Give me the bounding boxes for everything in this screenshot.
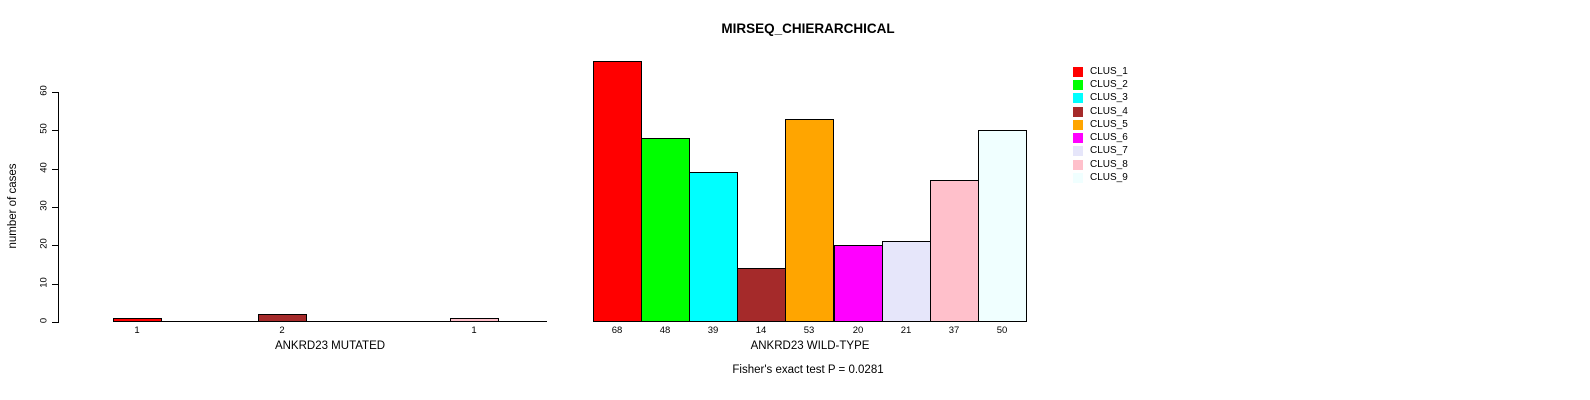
- y-tick-mark: [52, 92, 58, 93]
- bar-value-label: 20: [852, 325, 864, 336]
- y-tick-label: 20: [38, 238, 50, 250]
- y-tick-mark: [52, 207, 58, 208]
- legend-swatch-clus-6: [1073, 133, 1083, 144]
- y-axis-line: [58, 92, 59, 323]
- bar-value-label: 68: [611, 325, 623, 336]
- legend-row-clus-4: CLUS_4: [1073, 105, 1128, 118]
- bar-ankrd23-wild-type-clus-9: [978, 130, 1027, 322]
- bar-ankrd23-mutated-clus-1: [113, 318, 162, 322]
- x-axis-baseline: [113, 321, 547, 322]
- y-tick-label: 10: [38, 276, 50, 288]
- y-tick-mark: [52, 168, 58, 170]
- legend-row-clus-2: CLUS_2: [1073, 78, 1128, 91]
- chart-title: MIRSEQ_CHIERARCHICAL: [721, 21, 895, 36]
- legend-label: CLUS_7: [1090, 145, 1128, 157]
- bar-ankrd23-wild-type-clus-6: [834, 245, 883, 322]
- bar-value-label: 39: [707, 325, 719, 336]
- legend-swatch-clus-1: [1073, 66, 1083, 77]
- bar-value-label: 14: [755, 325, 767, 336]
- x-axis-title-wildtype: ANKRD23 WILD-TYPE: [750, 340, 870, 352]
- bar-value-label: 21: [900, 325, 912, 336]
- legend-row-clus-7: CLUS_7: [1073, 145, 1128, 158]
- y-tick-label: 50: [38, 123, 50, 135]
- legend-label: CLUS_1: [1090, 65, 1128, 77]
- legend-row-clus-3: CLUS_3: [1073, 92, 1128, 105]
- bar-ankrd23-mutated-clus-4: [258, 314, 307, 322]
- y-tick-mark: [52, 130, 58, 132]
- cluster-legend: CLUS_1 CLUS_2 CLUS_3 CLUS_4 CLUS_5 CLUS_6 CLUS…: [1073, 65, 1128, 185]
- bar-value-label: 37: [948, 325, 960, 336]
- bar-ankrd23-wild-type-clus-3: [689, 172, 738, 322]
- legend-swatch-clus-9: [1073, 173, 1083, 184]
- legend-row-clus-9: CLUS_9: [1073, 171, 1128, 184]
- bar-ankrd23-wild-type-clus-7: [882, 241, 931, 322]
- legend-label: CLUS_4: [1090, 105, 1128, 117]
- legend-label: CLUS_8: [1090, 158, 1128, 170]
- bar-ankrd23-mutated-clus-8: [450, 318, 499, 322]
- legend-swatch-clus-5: [1073, 119, 1083, 130]
- y-tick-label: 30: [38, 200, 50, 211]
- bar-ankrd23-wild-type-clus-5: [785, 119, 834, 322]
- legend-swatch-clus-2: [1073, 79, 1083, 90]
- y-tick-label: 60: [38, 85, 50, 96]
- legend-row-clus-5: CLUS_5: [1073, 118, 1128, 131]
- bar-value-label: 50: [996, 325, 1008, 336]
- x-axis-title-mutated: ANKRD23 MUTATED: [274, 340, 386, 352]
- bar-ankrd23-wild-type-clus-4: [737, 268, 786, 322]
- y-tick-label: 0: [38, 317, 50, 324]
- y-axis-title: number of cases: [7, 163, 19, 249]
- legend-swatch-clus-3: [1073, 93, 1083, 104]
- legend-label: CLUS_9: [1090, 172, 1128, 184]
- legend-label: CLUS_6: [1090, 132, 1128, 144]
- y-tick-mark: [52, 283, 58, 285]
- bar-ankrd23-wild-type-clus-1: [593, 61, 642, 322]
- legend-label: CLUS_5: [1090, 118, 1128, 130]
- bar-ankrd23-wild-type-clus-2: [641, 138, 690, 322]
- legend-row-clus-1: CLUS_1: [1073, 65, 1128, 78]
- fisher-test-annotation: Fisher's exact test P = 0.0281: [732, 364, 884, 376]
- y-tick-label: 40: [38, 161, 50, 173]
- bar-value-label: 1: [471, 325, 477, 336]
- legend-swatch-clus-7: [1073, 146, 1083, 157]
- legend-swatch-clus-4: [1073, 106, 1083, 117]
- legend-label: CLUS_2: [1090, 78, 1128, 90]
- legend-row-clus-6: CLUS_6: [1073, 131, 1128, 144]
- bar-value-label: 53: [803, 325, 815, 336]
- bar-value-label: 2: [279, 325, 285, 336]
- y-tick-mark: [52, 245, 58, 247]
- legend-swatch-clus-8: [1073, 159, 1083, 170]
- legend-row-clus-8: CLUS_8: [1073, 158, 1128, 171]
- bar-value-label: 48: [659, 325, 671, 336]
- legend-label: CLUS_3: [1090, 92, 1128, 104]
- bar-value-label: 1: [134, 325, 140, 336]
- y-tick-mark: [52, 322, 58, 323]
- bar-ankrd23-wild-type-clus-8: [930, 180, 979, 322]
